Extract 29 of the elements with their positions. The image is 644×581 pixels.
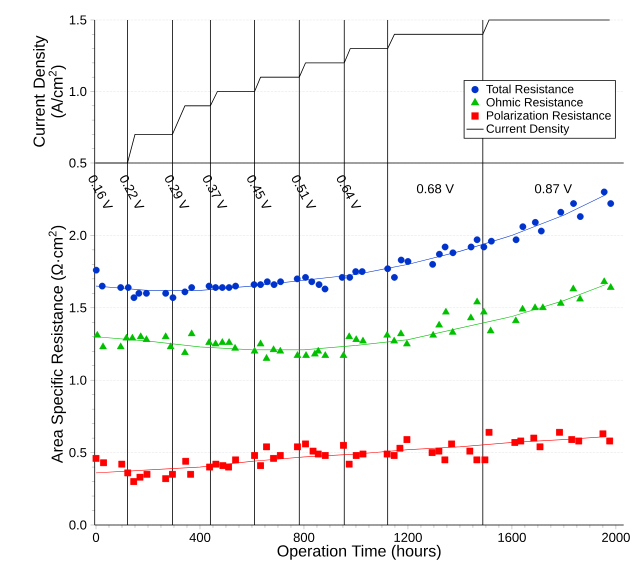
- annotation: 0.16 V: [88, 175, 113, 208]
- y-axis-title: Area Specific Resistance (Ω·cm$^{2}$): [48, 226, 66, 464]
- annotation: 0.68 V: [416, 184, 454, 194]
- x-tick-label: 400: [189, 532, 210, 542]
- annotation: 0.29 V: [165, 175, 190, 208]
- legend-label: Current Density: [486, 124, 570, 136]
- y-tick-label: 1.0: [70, 376, 86, 385]
- legend-label: Total Resistance: [486, 84, 574, 94]
- annotation: 0.22 V: [120, 175, 144, 208]
- x-tick-label: 2000: [602, 532, 630, 542]
- x-tick-label: 800: [294, 532, 314, 542]
- y-tick-label: 1.5: [70, 15, 86, 25]
- annotation: 0.87 V: [534, 184, 572, 194]
- y-tick-label: 0.5: [69, 448, 86, 458]
- y-tick-label: 2.0: [69, 230, 86, 240]
- x-tick-label: 0: [92, 532, 100, 542]
- x-tick-label: 1200: [394, 532, 422, 542]
- x-tick-label: 1600: [498, 532, 526, 542]
- x-axis-title: Operation Time (hours): [278, 544, 441, 560]
- annotation: 0.64 V: [336, 175, 362, 208]
- y-tick-label: 1.5: [70, 303, 86, 312]
- annotation: 0.51 V: [292, 175, 316, 208]
- y-tick-label: 0.5: [69, 158, 86, 168]
- legend-label: Ohmic Resistance: [486, 98, 583, 107]
- annotation: 0.37 V: [203, 175, 228, 208]
- y-tick-label: 0.0: [69, 520, 86, 530]
- annotation: 0.45 V: [247, 175, 272, 208]
- y-tick-label: 1.0: [70, 86, 86, 96]
- legend-label: Polarization Resistance: [486, 110, 611, 120]
